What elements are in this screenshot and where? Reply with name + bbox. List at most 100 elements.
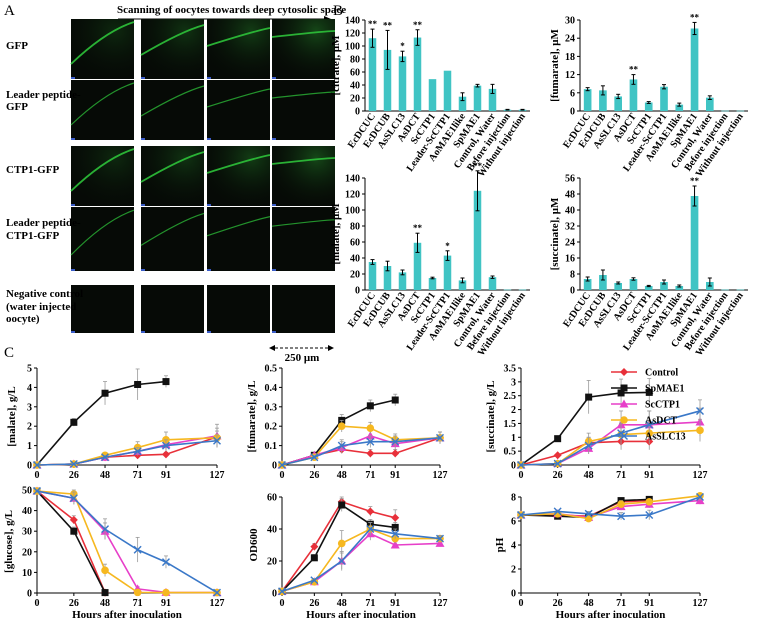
y-tick-label: 6 [570, 88, 575, 99]
series-line [36, 490, 106, 593]
series-line [520, 410, 701, 466]
x-tick-label: 127 [210, 598, 225, 609]
marker-circle [617, 500, 625, 509]
bar [706, 97, 714, 111]
y-tick-label: 6 [511, 517, 516, 528]
row-label: GFP [6, 101, 28, 113]
scale-bar-right-head [328, 345, 334, 351]
y-tick-label: 80 [350, 222, 360, 233]
x-tick-label: 71 [133, 598, 143, 609]
row-label: (water injected [6, 301, 76, 313]
marker-circle [337, 539, 346, 548]
bar [443, 255, 452, 290]
tile-scale-mark [272, 77, 276, 79]
y-tick-label: 48 [565, 190, 575, 201]
y-tick-label: 0 [355, 286, 360, 297]
bar [503, 289, 512, 291]
series-control [33, 487, 110, 597]
bar [690, 28, 699, 112]
line-chart-4: 0 20 40 60 OD600 0 26 48 71 91 127 Hours after inoc… [248, 493, 448, 622]
marker-x [517, 461, 525, 469]
bar [644, 102, 653, 111]
y-tick-label: 60 [350, 238, 360, 249]
bar [428, 278, 437, 290]
x-tick-label: 0 [35, 470, 40, 481]
marker-square [101, 389, 109, 397]
marker-square [310, 554, 318, 562]
marker-circle [337, 422, 346, 431]
legend-entry-asslc13: AsSLC13 [611, 432, 686, 443]
y-tick-label: 2 [511, 565, 516, 576]
panel-a-microscopy: Scanning of oocytes towards deep cytosol… [6, 4, 346, 364]
bar [675, 104, 684, 111]
marker-circle [366, 424, 375, 432]
significance-mark: ** [413, 223, 423, 233]
membrane-gfp-signal [271, 219, 336, 227]
x-tick-label: 0 [35, 598, 40, 609]
marker-square [134, 380, 142, 388]
y-tick-label: 24 [565, 34, 575, 45]
series-line [281, 435, 441, 466]
cytosol-glow [272, 19, 335, 79]
x-tick-label: 48 [337, 598, 347, 609]
series-asdct [33, 487, 221, 597]
bar [599, 275, 607, 290]
oocyte-tile [272, 207, 335, 271]
y-axis-label: pH [494, 537, 506, 552]
cytosol-glow [272, 146, 335, 206]
series-asslc13 [278, 431, 444, 469]
y-tick-label: 40 [565, 206, 575, 217]
bar [583, 89, 592, 111]
tile-scale-mark [141, 269, 145, 271]
y-tick-label: 140 [345, 16, 360, 27]
oocyte-tile [71, 207, 134, 271]
y-tick-label: 32 [565, 222, 575, 233]
y-axis-label: [glucose], g/L [3, 510, 15, 573]
marker-square [70, 527, 78, 535]
y-tick-label: 0.4 [265, 383, 278, 394]
x-tick-label: 127 [433, 598, 448, 609]
marker-x [696, 493, 704, 501]
legend-entry-asdct: AsDCT [611, 416, 678, 427]
y-axis-label: [fumarate], g/L [246, 380, 258, 452]
x-tick-label: 71 [616, 598, 626, 609]
y-axis-label: [succinate], g/L [485, 380, 497, 452]
marker-triangle [365, 431, 375, 440]
y-axis-label: [fumarate], μM [549, 28, 561, 101]
y-tick-label: 0 [570, 107, 575, 118]
significance-mark: ** [413, 20, 423, 30]
panel-label-c: C [4, 345, 14, 361]
marker-x [161, 558, 170, 567]
tile-scale-mark [71, 77, 75, 79]
tile-scale-mark [207, 77, 211, 79]
y-tick-label: 0 [27, 589, 32, 600]
marker-circle [101, 566, 109, 575]
marker-x [391, 437, 400, 446]
y-tick-label: 2 [511, 405, 516, 416]
marker-x [101, 453, 110, 462]
series-asdct [517, 418, 704, 469]
series-line [36, 439, 218, 466]
marker-square [391, 523, 399, 531]
marker-diamond [391, 449, 400, 458]
membrane-gfp-signal [70, 209, 135, 256]
marker-diamond [366, 507, 375, 516]
bar [736, 110, 745, 112]
oocyte-tile [71, 80, 134, 140]
bar [473, 190, 482, 290]
marker-diamond [69, 515, 78, 524]
y-tick-label: 60 [350, 68, 360, 79]
x-tick-label: 71 [365, 598, 375, 609]
y-tick-label: 120 [345, 29, 360, 40]
series-asdct [33, 427, 221, 469]
marker-x [337, 557, 346, 565]
marker-x [436, 534, 444, 543]
series-spmae1 [278, 393, 399, 469]
bar [660, 282, 668, 290]
marker-square [101, 589, 109, 597]
marker-x [278, 461, 286, 469]
legend-label: Control [645, 368, 678, 379]
